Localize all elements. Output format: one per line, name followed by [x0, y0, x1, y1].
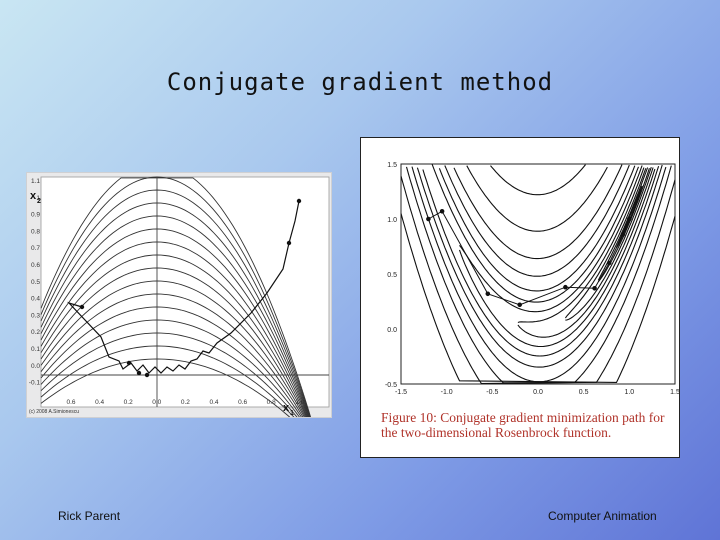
right-contour-plot: 1.5 1.0 0.5 0.0 -0.5 -1.5 -1.0 -0.5 0.0 0.5 1.0 1.… [385, 162, 680, 396]
rosenbrock-contour [517, 167, 654, 338]
contour-line [40, 280, 330, 467]
contour-line [40, 306, 330, 464]
right-y-tick-label: 0.5 [387, 272, 397, 279]
left-y-tick-label: 0.7 [31, 245, 40, 252]
path-point [426, 216, 431, 222]
rosenbrock-contour [466, 165, 608, 232]
left-x-tick-label: 0.6 [238, 399, 247, 406]
contour-line [40, 177, 330, 482]
rosenbrock-contour [458, 168, 656, 348]
rosenbrock-contour [438, 165, 636, 292]
left-y-tick-label: 0.9 [31, 212, 40, 219]
contour-line [40, 176, 330, 480]
right-y-tick-label: -0.5 [385, 382, 397, 389]
left-y-tick-label: 0.5 [31, 279, 40, 286]
contour-line [40, 345, 330, 459]
rosenbrock-contour [597, 167, 649, 281]
left-x-tick-label: 0.6 [66, 399, 75, 406]
rosenbrock-contour [400, 213, 676, 383]
rosenbrock-contour [564, 168, 647, 319]
path-point [606, 260, 612, 266]
path-point [126, 360, 132, 366]
right-x-tick-label: 1.5 [670, 389, 679, 396]
contour-line [40, 254, 330, 470]
path-point [79, 304, 85, 310]
path-point [485, 291, 491, 297]
rosenbrock-contour [444, 164, 630, 277]
path-point [136, 370, 142, 376]
right-x-tick-label: -0.5 [486, 389, 498, 396]
path-point [517, 302, 522, 308]
left-y-tick-label: 0.6 [31, 262, 40, 269]
contour-line [40, 319, 330, 462]
left-x-tick-label: 0.8 [267, 399, 276, 406]
left-copyright: (c) 2008 A.Simionescu [29, 409, 79, 415]
right-x-tick-label: -1.0 [441, 389, 453, 396]
left-x-tick-label: 0.2 [181, 399, 190, 406]
rosenbrock-contour [565, 167, 652, 321]
contour-line [40, 241, 330, 472]
path-point [592, 286, 597, 291]
right-y-tick-label: 1.5 [387, 162, 397, 169]
left-contour-figure: 1.1 1 0.9 0.8 0.7 0.6 0.5 0.4 0.3 0.2 0.1 0.0 -0.1 0… [26, 172, 332, 482]
left-y-tick-label: 1 [36, 195, 40, 202]
rosenbrock-contour [490, 164, 586, 196]
left-y-tick-label: 0.4 [31, 296, 40, 303]
slide-title: Conjugate gradient method [166, 68, 554, 96]
contour-line [40, 228, 330, 474]
left-y-axis-label-sub: 2 [37, 198, 41, 205]
path-point [620, 232, 626, 237]
footer-course: Computer Animation [548, 509, 657, 523]
left-y-tick-label: 0.3 [31, 312, 40, 319]
rosenbrock-contour [400, 175, 676, 385]
rosenbrock-contour [453, 164, 623, 260]
left-contour-plot: 1.1 1 0.9 0.8 0.7 0.6 0.5 0.4 0.3 0.2 0.1 0.0 -0.1 0… [29, 176, 330, 482]
left-x-axis-label-sub: 1 [290, 410, 294, 417]
left-y-tick-label: 0.8 [31, 228, 40, 235]
figure-caption-line-1: Figure 10: Conjugate gradient minimizati… [381, 410, 665, 425]
rosenbrock-contour [517, 167, 645, 324]
right-contour-figure: 1.5 1.0 0.5 0.0 -0.5 -1.5 -1.0 -0.5 0.0 0.5 1.0 1.… [360, 137, 680, 458]
rosenbrock-contour [422, 166, 660, 357]
path-point [563, 284, 568, 290]
left-y-tick-label: 1.1 [31, 178, 40, 185]
rosenbrock-contour [431, 164, 640, 303]
right-x-tick-label: 0.0 [533, 389, 543, 396]
rosenbrock-contour [416, 164, 663, 368]
left-y-tick-label: 0.0 [31, 363, 40, 370]
contour-line [40, 293, 330, 466]
path-point [439, 209, 445, 214]
left-x-tick-label: 0.4 [95, 399, 104, 406]
right-y-tick-label: 0.0 [387, 327, 397, 334]
contour-line [40, 189, 330, 479]
optimization-path [67, 200, 300, 374]
path-point [144, 372, 150, 378]
left-x-tick-label: 0.0 [152, 399, 161, 406]
left-y-tick-label: 0.1 [31, 346, 40, 353]
right-x-tick-label: -1.5 [395, 389, 407, 396]
left-x-tick-label: 0.2 [124, 399, 133, 406]
rosenbrock-contour [459, 165, 643, 313]
right-x-tick-label: 1.0 [624, 389, 634, 396]
contour-line [40, 332, 330, 461]
path-point [627, 216, 632, 222]
right-y-tick-label: 1.0 [387, 217, 397, 224]
figure-caption-line-2: the two-dimensional Rosenbrock function. [381, 425, 612, 440]
left-y-tick-label: 0.2 [31, 329, 40, 336]
left-x-axis-label: x [283, 402, 290, 414]
contour-line [40, 202, 330, 477]
left-x-tick-label: 0.4 [209, 399, 218, 406]
contour-line [40, 215, 330, 475]
contour-line [40, 267, 330, 469]
right-x-tick-label: 0.5 [579, 389, 589, 396]
left-x-tick-label: 1.0 [295, 399, 304, 406]
contour-line [40, 358, 330, 457]
left-y-axis-label: x [30, 190, 37, 202]
left-y-tick-label: -0.1 [29, 380, 41, 387]
path-point [286, 240, 292, 246]
path-point [296, 198, 302, 204]
footer-author: Rick Parent [58, 509, 121, 523]
